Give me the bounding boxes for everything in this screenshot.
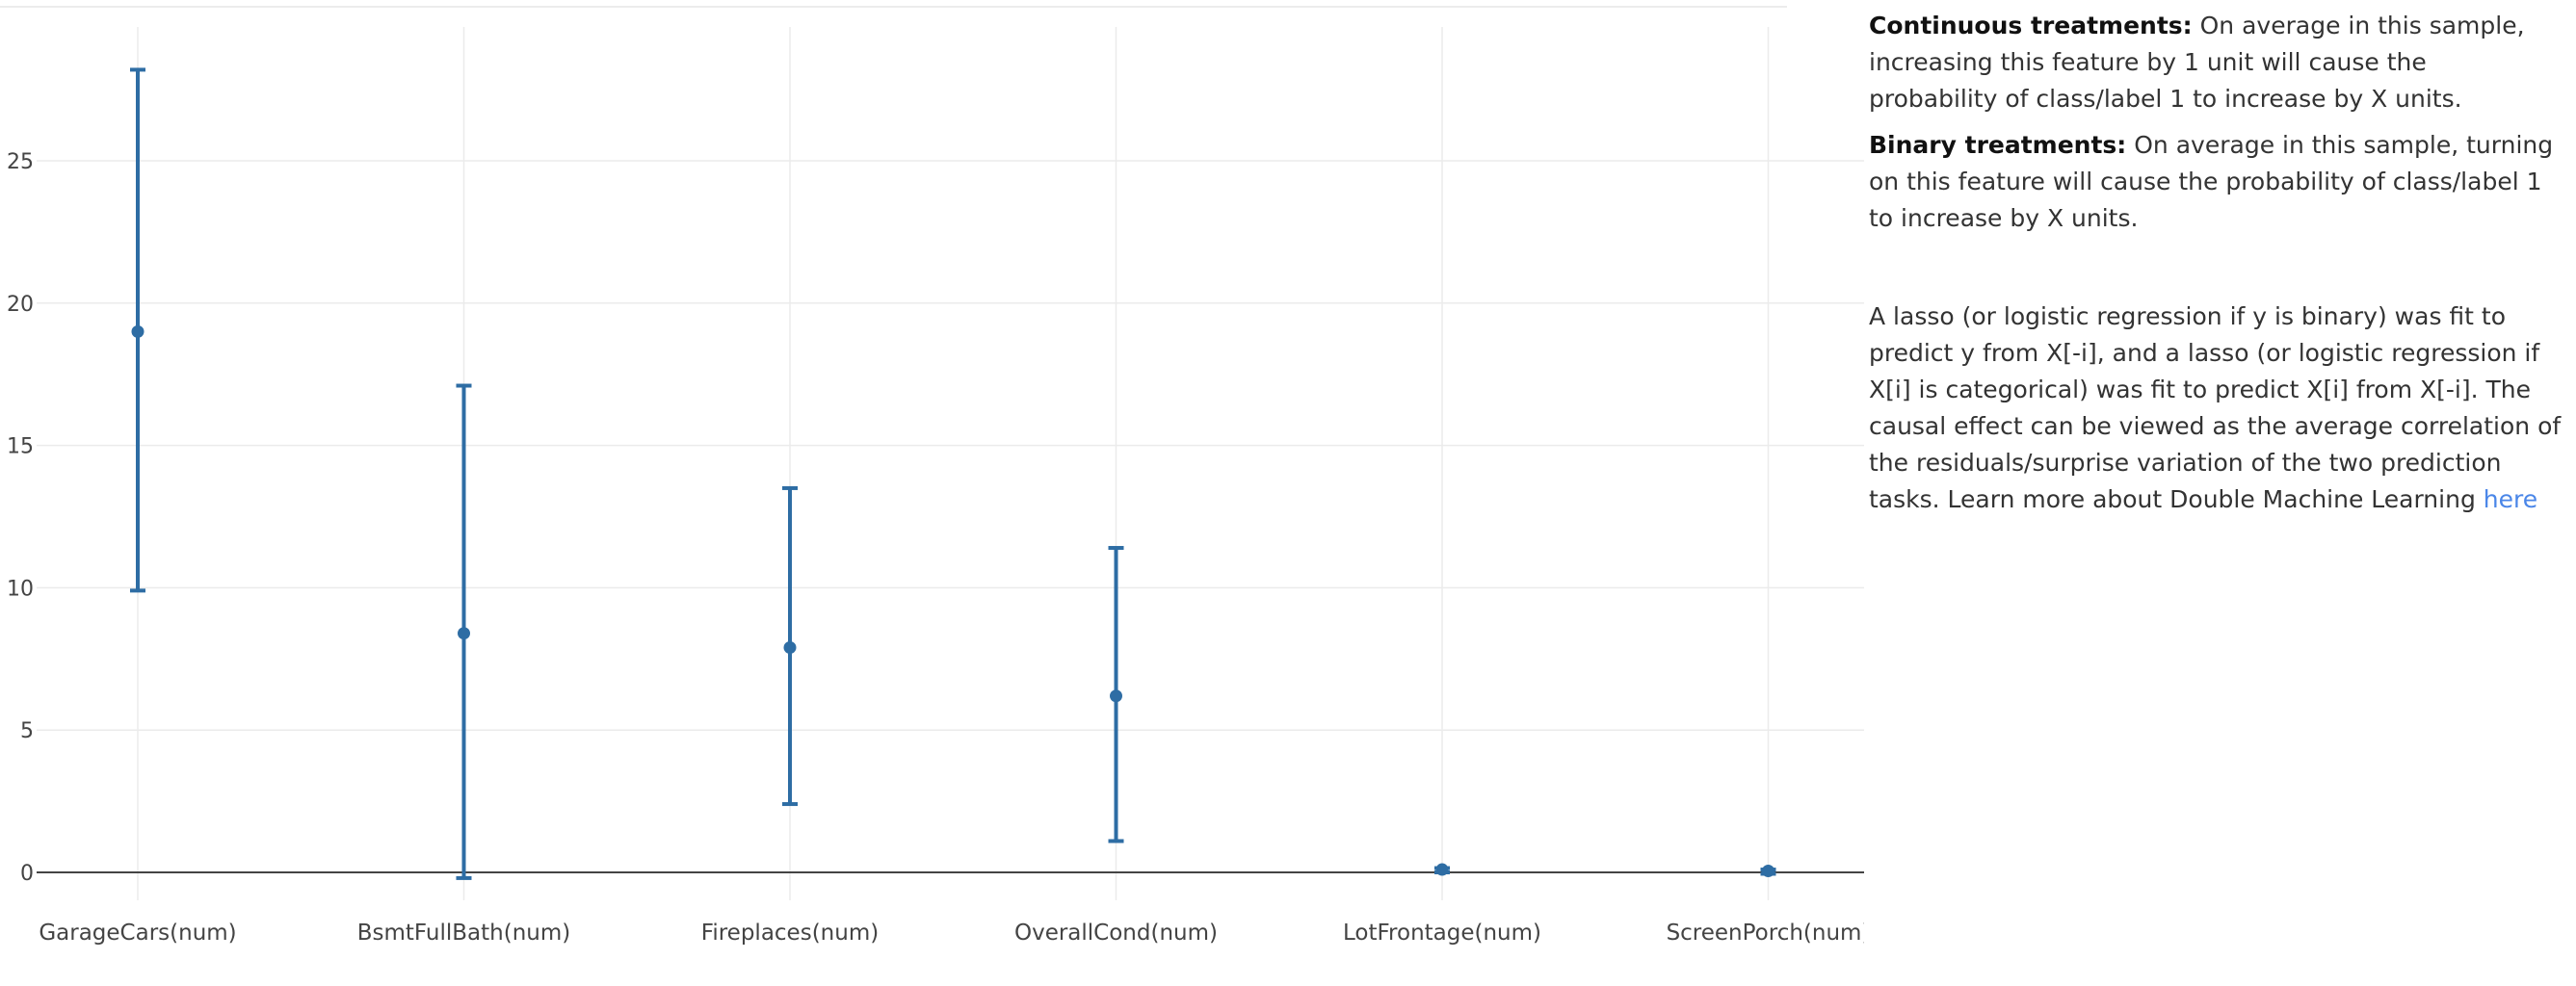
continuous-treatments-text: On average in this sample, increasing th… bbox=[1869, 12, 2525, 113]
y-tick-label: 20 bbox=[7, 293, 34, 317]
continuous-treatments-note: Continuous treatments: On average in thi… bbox=[1869, 8, 2563, 117]
point-estimate bbox=[1110, 689, 1122, 703]
top-divider bbox=[0, 6, 1787, 8]
causal-effect-errorbar-chart: 0 5 10 15 20 25 GarageCars(num) BsmtFullBath(n… bbox=[7, 27, 1864, 946]
x-tick-label: ScreenPorch(num) bbox=[1667, 921, 1864, 946]
point-estimate bbox=[1762, 865, 1774, 878]
y-tick-label: 10 bbox=[7, 577, 34, 601]
gridlines bbox=[37, 27, 1864, 900]
double-ml-link[interactable]: here bbox=[2483, 485, 2538, 513]
point-estimate bbox=[458, 627, 470, 640]
error-bars bbox=[130, 67, 1776, 880]
point-estimate bbox=[783, 640, 797, 654]
x-tick-label: OverallCond(num) bbox=[1014, 921, 1218, 946]
method-text: A lasso (or logistic regression if y is … bbox=[1869, 302, 2562, 513]
x-tick-label: GarageCars(num) bbox=[39, 921, 236, 946]
x-axis: GarageCars(num) BsmtFullBath(num) Fireplac… bbox=[39, 921, 1864, 946]
x-tick-label: LotFrontage(num) bbox=[1343, 921, 1541, 946]
binary-treatments-label: Binary treatments: bbox=[1869, 131, 2127, 159]
explanation-panel: Continuous treatments: On average in thi… bbox=[1869, 8, 2563, 528]
point-estimate bbox=[131, 324, 145, 338]
continuous-treatments-label: Continuous treatments: bbox=[1869, 12, 2193, 39]
y-tick-label: 25 bbox=[7, 150, 34, 174]
x-tick-label: BsmtFullBath(num) bbox=[357, 921, 571, 946]
point-estimate bbox=[1435, 863, 1449, 876]
y-axis: 0 5 10 15 20 25 bbox=[7, 150, 1864, 886]
binary-treatments-note: Binary treatments: On average in this sa… bbox=[1869, 127, 2563, 237]
y-tick-label: 15 bbox=[7, 435, 34, 459]
y-tick-label: 0 bbox=[20, 862, 34, 886]
binary-treatments-text: On average in this sample, turning on th… bbox=[1869, 131, 2554, 232]
y-tick-label: 5 bbox=[20, 719, 34, 743]
method-description: A lasso (or logistic regression if y is … bbox=[1869, 298, 2563, 518]
x-tick-label: Fireplaces(num) bbox=[701, 921, 879, 946]
